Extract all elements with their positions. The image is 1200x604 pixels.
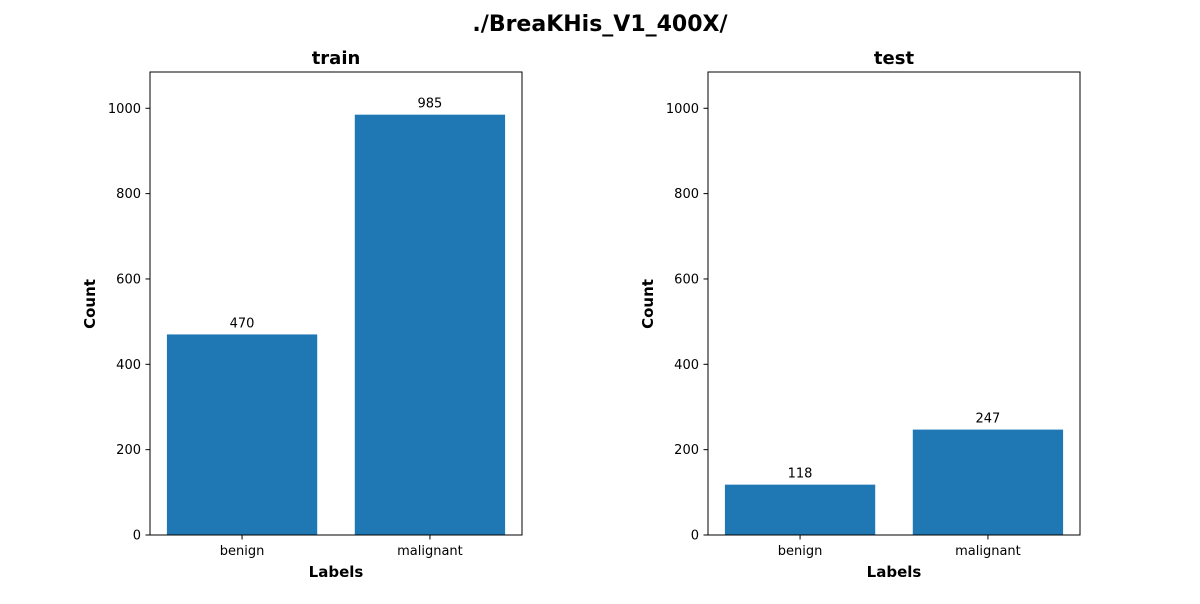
subplot-title: train [312, 48, 361, 69]
bar-value-label: 247 [976, 412, 1001, 427]
x-axis-label: Labels [309, 563, 364, 581]
y-tick-label: 400 [674, 358, 699, 373]
x-tick-label: benign [220, 544, 265, 559]
y-tick-label: 600 [674, 272, 699, 287]
x-tick-label: benign [778, 544, 823, 559]
axes-frame [707, 71, 1081, 536]
y-tick-label: 200 [116, 443, 141, 458]
bar-malignant [354, 114, 506, 535]
y-tick-label: 400 [116, 358, 141, 373]
x-axis-label: Labels [867, 563, 922, 581]
y-tick-label: 0 [691, 529, 699, 544]
y-tick-label: 0 [133, 529, 141, 544]
bar-value-label: 470 [230, 316, 255, 331]
bar-value-label: 118 [788, 467, 813, 482]
bar-value-label: 985 [418, 97, 443, 112]
y-tick-label: 600 [116, 272, 141, 287]
y-axis-label: Count [81, 279, 99, 329]
y-axis-label: Count [639, 279, 657, 329]
subplot-title: test [874, 48, 915, 69]
y-tick-label: 1000 [666, 102, 699, 117]
y-tick-label: 800 [116, 187, 141, 202]
y-tick-label: 800 [674, 187, 699, 202]
x-tick-label: malignant [955, 544, 1021, 559]
subplot-test: test Labels Count 118 benign 247 malignant 0… [639, 48, 1081, 581]
bar-benign [166, 334, 318, 535]
y-tick-label: 200 [674, 443, 699, 458]
y-tick-label: 1000 [108, 102, 141, 117]
x-tick-label: malignant [397, 544, 463, 559]
bar-benign [724, 484, 876, 535]
axes-frame [149, 71, 523, 536]
bar-malignant [912, 429, 1064, 535]
figure-title: ./BreaKHis_V1_400X/ [472, 12, 728, 37]
subplot-train: train Labels Count 470 benign 985 malignant… [81, 48, 523, 581]
